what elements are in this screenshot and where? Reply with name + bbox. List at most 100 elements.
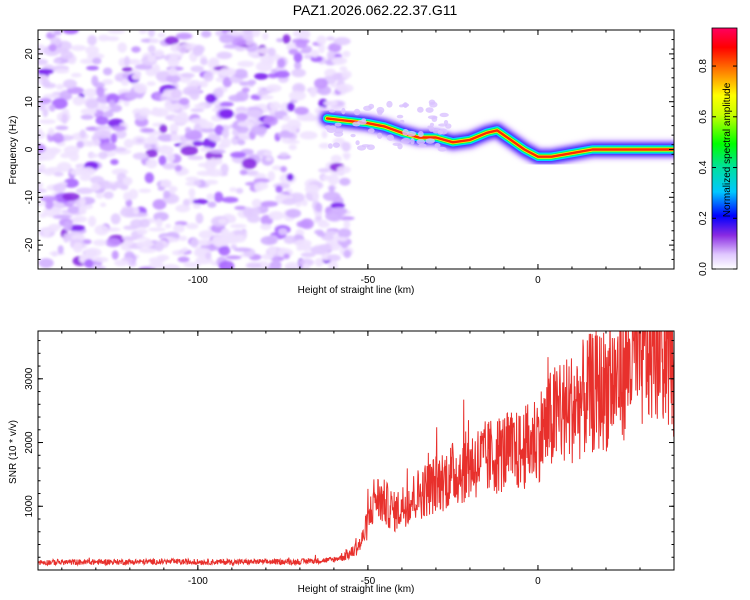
- noise-blob: [160, 179, 172, 189]
- x-tick-label: -100: [188, 275, 208, 286]
- x-tick-label: -50: [361, 275, 376, 286]
- ridge-scatter: [425, 107, 434, 113]
- noise-blob: [267, 245, 277, 256]
- noise-blob: [132, 152, 149, 160]
- noise-blob: [148, 227, 166, 232]
- colorbar-label: Normalized spectral amplitude: [722, 82, 733, 217]
- noise-blob: [218, 218, 228, 225]
- noise-blob: [93, 130, 112, 140]
- noise-blob: [220, 163, 229, 175]
- noise-blob: [121, 66, 133, 72]
- noise-blob: [275, 185, 283, 193]
- noise-blob: [163, 190, 171, 199]
- noise-blob: [90, 175, 105, 185]
- ridge-scatter: [328, 143, 333, 149]
- noise-blob: [318, 43, 325, 54]
- noise-blob: [235, 187, 244, 194]
- noise-blob: [92, 57, 102, 65]
- noise-blob: [326, 50, 336, 61]
- noise-blob: [343, 249, 352, 259]
- noise-blob: [79, 197, 86, 206]
- noise-blob: [192, 203, 201, 209]
- noise-blob: [168, 67, 178, 76]
- noise-blob: [267, 170, 276, 182]
- noise-blob: [188, 188, 196, 198]
- noise-blob: [169, 123, 179, 134]
- noise-blob: [123, 239, 134, 246]
- noise-blob: [103, 110, 114, 118]
- noise-blob: [42, 229, 51, 238]
- noise-blob: [285, 208, 302, 219]
- noise-blob: [95, 116, 109, 126]
- noise-blob: [141, 128, 155, 133]
- noise-blob: [263, 151, 272, 157]
- noise-blob: [38, 68, 54, 75]
- ridge-scatter: [410, 137, 415, 145]
- spectrogram-x-label: Height of straight line (km): [298, 285, 415, 296]
- noise-blob: [219, 108, 234, 119]
- noise-blob: [260, 236, 277, 246]
- noise-blob: [251, 198, 262, 208]
- y-tick-label: 0: [24, 146, 35, 152]
- noise-blob: [80, 114, 94, 120]
- noise-blob: [211, 134, 222, 143]
- noise-blob: [185, 176, 199, 182]
- noise-blob: [220, 137, 231, 149]
- noise-blob: [124, 91, 140, 100]
- noise-blob: [268, 211, 285, 221]
- noise-blob: [261, 253, 274, 260]
- ridge-scatter: [328, 109, 336, 113]
- noise-blob: [205, 93, 217, 104]
- noise-blob: [63, 178, 79, 188]
- noise-blob: [159, 124, 168, 134]
- noise-blob: [164, 100, 173, 110]
- noise-blob: [219, 101, 234, 107]
- noise-blob: [138, 30, 147, 35]
- noise-blob: [43, 82, 56, 89]
- noise-blob: [286, 102, 295, 112]
- noise-blob: [47, 127, 55, 136]
- noise-blob: [314, 78, 328, 89]
- noise-blob: [309, 86, 317, 98]
- noise-blob: [253, 178, 271, 183]
- noise-blob: [97, 182, 116, 190]
- ridge-scatter: [386, 134, 394, 141]
- noise-blob: [107, 30, 126, 34]
- noise-blob: [253, 181, 269, 190]
- noise-blob: [158, 155, 167, 166]
- noise-blob: [260, 54, 273, 64]
- noise-blob: [225, 255, 242, 260]
- noise-blob: [146, 81, 156, 86]
- noise-blob: [95, 192, 104, 199]
- y-tick-label: 10: [24, 96, 35, 108]
- spectrogram-y-ticks: -20 -10 0 10 20: [24, 29, 674, 270]
- noise-blob: [247, 79, 257, 86]
- noise-blob: [103, 191, 114, 199]
- noise-blob: [288, 48, 299, 55]
- noise-blob: [237, 139, 246, 146]
- noise-blob: [260, 223, 272, 231]
- noise-blob: [99, 142, 117, 152]
- colorbar-gradient: [711, 27, 738, 270]
- colorbar-tick-label: 0.4: [698, 160, 709, 174]
- noise-blob: [60, 50, 74, 60]
- noise-blob: [241, 87, 250, 93]
- noise-blob: [38, 201, 47, 206]
- noise-blob: [87, 34, 97, 46]
- noise-blob: [102, 67, 113, 76]
- noise-blob: [247, 51, 260, 57]
- noise-blob: [198, 230, 215, 239]
- noise-blob: [330, 202, 345, 209]
- noise-blob: [67, 86, 84, 94]
- noise-blob: [200, 30, 212, 38]
- noise-blob: [76, 140, 84, 149]
- noise-blob: [253, 173, 267, 180]
- noise-blob: [86, 65, 99, 71]
- noise-blob: [147, 30, 155, 38]
- noise-blob: [218, 260, 235, 269]
- noise-blob: [70, 45, 87, 52]
- noise-blob: [168, 53, 184, 58]
- noise-blob: [230, 223, 247, 229]
- ridge-scatter: [417, 106, 424, 113]
- noise-blob: [325, 210, 343, 222]
